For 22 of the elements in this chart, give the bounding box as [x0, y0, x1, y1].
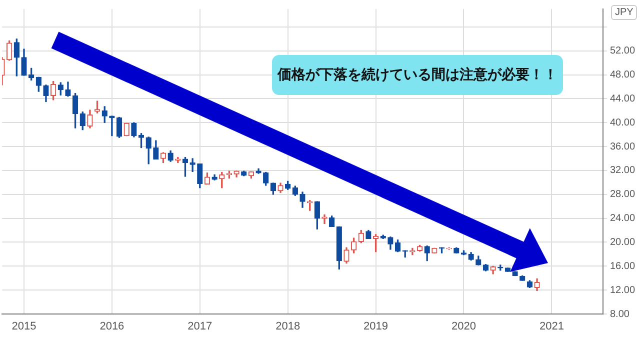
y-axis-title: JPY [611, 5, 638, 20]
y-tick-label: 8.00 [610, 308, 630, 320]
y-tick-label: 44.00 [610, 93, 636, 104]
x-tick-label: 2020 [452, 320, 476, 333]
x-tick-label: 2017 [188, 320, 212, 333]
x-tick-label: 2015 [12, 320, 36, 333]
annotation: 価格が下落を続けている間は注意が必要！！ [272, 55, 563, 95]
x-tick-label: 2021 [539, 320, 564, 333]
y-tick-label: 32.00 [610, 165, 636, 176]
y-tick-label: 24.00 [610, 213, 636, 224]
y-tick-label: 36.00 [610, 141, 636, 152]
y-tick-label: 48.00 [610, 70, 636, 81]
x-tick-label: 2018 [276, 320, 300, 333]
y-tick-label: 12.00 [610, 284, 636, 296]
y-tick-label: 20.00 [610, 236, 636, 248]
x-tick-label: 2019 [364, 320, 388, 333]
candlestick [109, 116, 115, 136]
y-tick-label: 40.00 [610, 117, 636, 128]
x-tick-label: 2016 [100, 320, 124, 333]
y-tick-label: 52.00 [610, 46, 636, 57]
y-tick-label: 16.00 [610, 260, 636, 272]
y-tick-label: 28.00 [610, 189, 636, 200]
